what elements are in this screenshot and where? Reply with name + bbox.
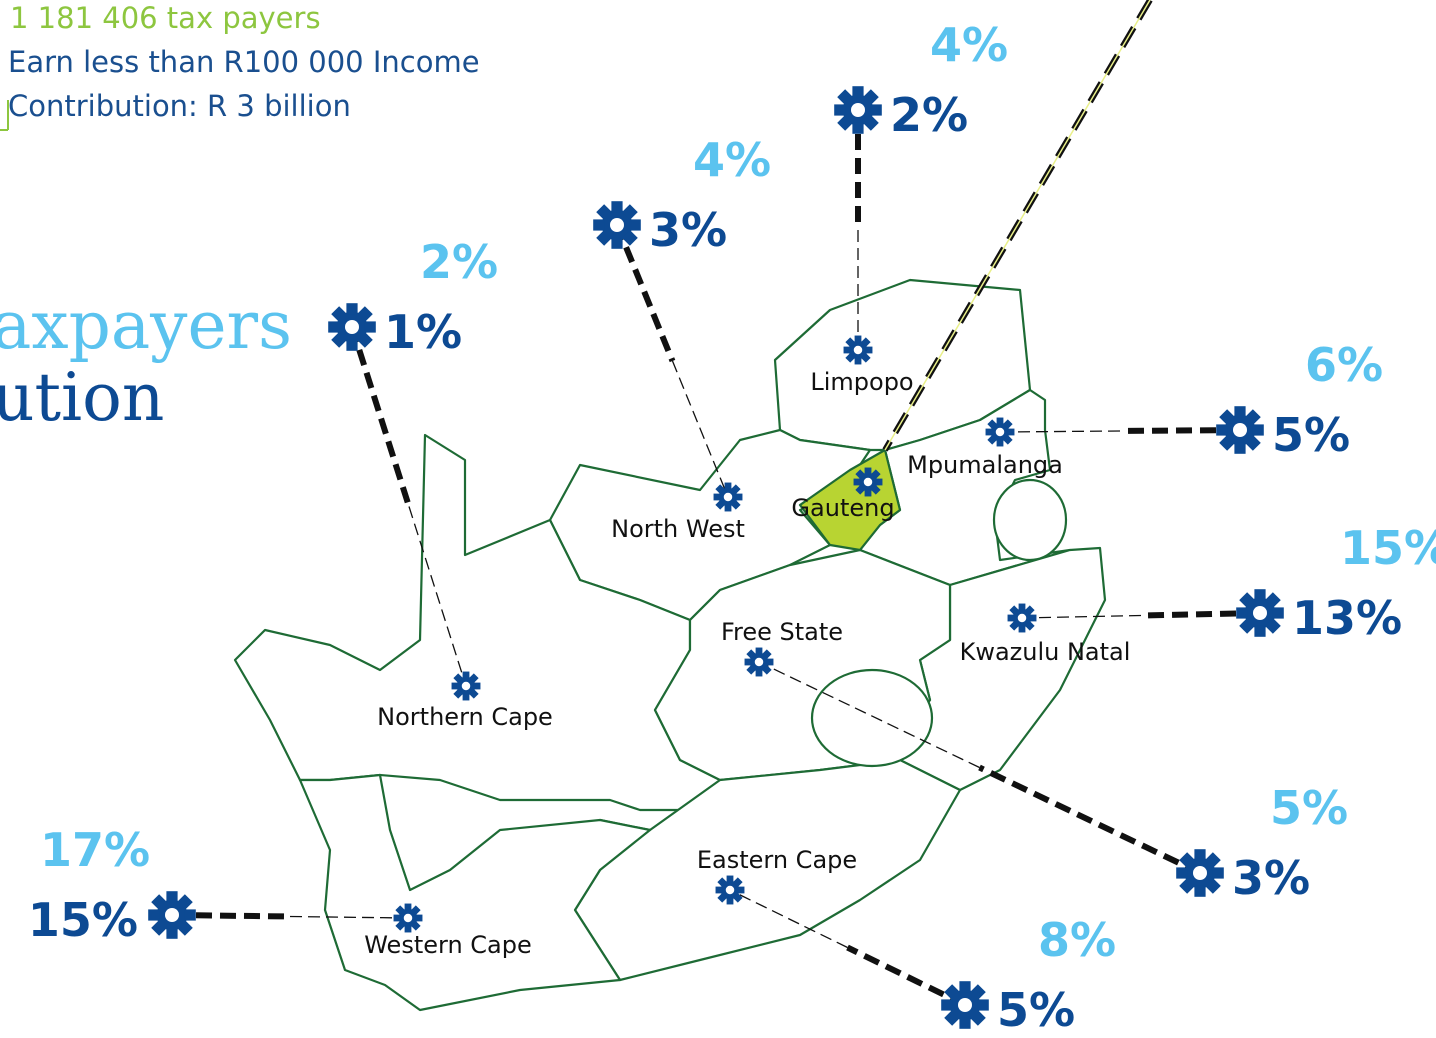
province-label: Eastern Cape [697,846,857,874]
leader-line [978,764,1202,876]
header-line: 1 181 406 tax payers [10,1,321,35]
title: axpayers [0,287,292,364]
share-lower: 15% [28,893,138,947]
leader-line [846,944,967,1008]
share-lower: 13% [1292,591,1402,645]
share-upper: 15% [1340,521,1436,575]
gear-icon [744,647,774,677]
gear-icon [148,891,196,939]
share-upper: 8% [1038,913,1116,967]
leader-line [408,506,467,687]
title: ution [0,359,164,436]
gear-icon [713,482,743,512]
gear-icon [1236,589,1284,637]
overlay: 4% 2% Limpopo 4% 3% North West 2% 1% Northern Ca… [28,0,1436,1037]
share-lower: 1% [384,305,462,359]
header-line: Contribution: R 3 billion [8,89,351,123]
leader-line [289,915,409,919]
gear-icon [1176,849,1224,897]
province-label: Kwazulu Natal [960,638,1131,666]
share-upper: 17% [40,823,150,877]
share-lower: 2% [890,88,968,142]
share-lower: 3% [1232,851,1310,905]
leader-line [758,661,980,769]
gear-icon [715,875,745,905]
swaziland [992,478,1068,562]
share-upper: 2% [420,235,498,289]
leader-line [349,326,412,508]
gear-icon [834,86,882,134]
province-label: Limpopo [810,368,913,396]
leader-line [171,912,291,920]
leader-line [999,430,1121,433]
gear-icon [328,303,376,351]
province-label: North West [611,515,745,543]
province-label: Gauteng [791,494,894,522]
gear-icon [393,903,423,933]
gear-icon [1216,406,1264,454]
province-label: Mpumalanga [907,451,1063,479]
gear-icon [451,671,481,701]
gear-icon [941,981,989,1029]
gear-icon [853,467,883,497]
leader-line [1021,614,1142,619]
leader-line [1140,610,1261,619]
province-label: Free State [721,618,843,646]
share-lower: 3% [649,203,727,257]
leader-line [614,223,676,363]
leader-line [884,0,1151,451]
share-lower: 5% [1272,408,1350,462]
province [298,773,652,1012]
gear-icon [593,201,641,249]
share-lower: 5% [997,983,1075,1037]
province-label: Northern Cape [377,703,553,731]
lesotho [810,668,934,768]
share-upper: 4% [693,133,771,187]
gear-icon [1007,603,1037,633]
province-label: Western Cape [364,931,532,959]
provinces [233,278,1107,1012]
gear-icon [985,417,1015,447]
share-upper: 6% [1305,338,1383,392]
header-line: Earn less than R100 000 Income [8,45,480,79]
leader-line [729,889,848,949]
share-upper: 4% [930,18,1008,72]
gear-icon [843,335,873,365]
leader-line [671,360,729,498]
share-upper: 5% [1270,781,1348,835]
leader-line [1119,427,1241,434]
